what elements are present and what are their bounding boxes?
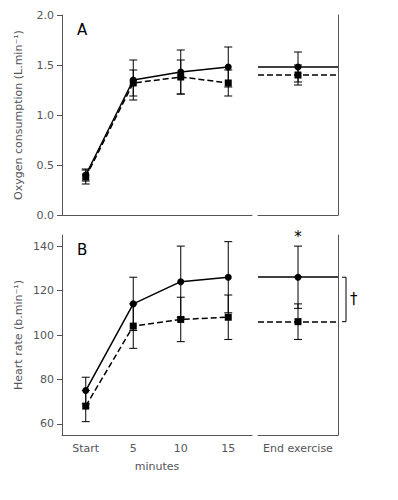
svg-text:1.0: 1.0 [37,109,55,122]
svg-text:End exercise: End exercise [263,442,333,455]
svg-text:*: * [294,228,302,246]
svg-text:Heart rate (b.min⁻¹): Heart rate (b.min⁻¹) [12,280,25,390]
svg-text:10: 10 [174,442,188,455]
svg-text:60: 60 [40,417,54,430]
svg-text:140: 140 [33,240,54,253]
svg-text:0.5: 0.5 [37,159,55,172]
svg-text:Oxygen consumption (L.min⁻¹): Oxygen consumption (L.min⁻¹) [12,30,25,200]
svg-text:†: † [350,290,358,308]
svg-text:minutes: minutes [135,460,180,473]
svg-text:120: 120 [33,284,54,297]
svg-text:100: 100 [33,329,54,342]
svg-text:1.5: 1.5 [37,59,55,72]
svg-text:Start: Start [72,442,100,455]
svg-text:80: 80 [40,373,54,386]
svg-text:0.0: 0.0 [37,209,55,222]
svg-text:B: B [77,241,87,259]
svg-text:15: 15 [221,442,235,455]
svg-text:2.0: 2.0 [37,9,55,22]
svg-text:A: A [77,21,88,39]
svg-text:5: 5 [130,442,137,455]
